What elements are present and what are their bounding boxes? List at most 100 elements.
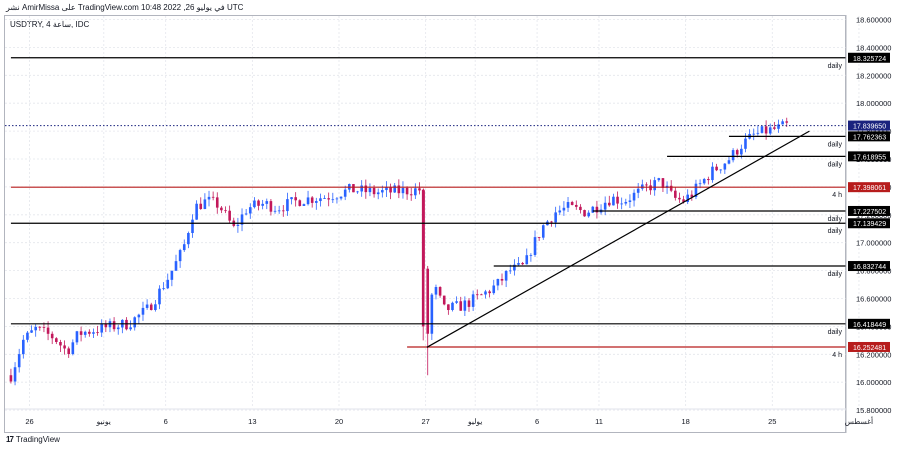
candle-body <box>286 199 289 212</box>
candle-body <box>265 201 269 204</box>
candle-body <box>455 301 458 303</box>
candle-body <box>492 285 496 294</box>
candle-body <box>558 210 562 213</box>
tradingview-brand[interactable]: 17 TradingView <box>6 435 60 444</box>
candle-body <box>657 178 661 181</box>
candle-body <box>707 179 710 181</box>
candle-body <box>335 198 339 200</box>
candle-body <box>768 127 772 134</box>
candle-body <box>125 319 128 330</box>
candle-body <box>595 206 599 213</box>
x-tick-label: أغسطس <box>845 415 873 426</box>
candle-body <box>752 133 756 135</box>
candle-body <box>319 198 322 202</box>
level-tag: daily <box>828 228 843 235</box>
y-tick-label: 15.800000 <box>856 406 891 415</box>
candle-body <box>269 201 273 212</box>
candle-body <box>459 301 463 311</box>
price-label: 17.227502 <box>853 209 886 216</box>
candle-body <box>162 288 165 290</box>
candle-body <box>735 150 739 155</box>
candle-body <box>760 126 764 133</box>
candle-body <box>141 307 145 315</box>
level-tag: daily <box>828 216 843 223</box>
candle-body <box>195 203 198 220</box>
candle-body <box>298 200 302 206</box>
level-tags: 18.325724 daily 17.762363 daily 17.618955 dai… <box>828 52 890 359</box>
candle-body <box>59 341 62 346</box>
candle-body <box>554 212 557 223</box>
candle-body <box>467 300 471 307</box>
price-label: 18.325724 <box>853 56 886 63</box>
candle-body <box>781 121 784 125</box>
candle-body <box>178 250 182 262</box>
candle-body <box>698 183 702 185</box>
time-axis[interactable]: 26 يونيو 6 13 20 27 يوليو 6 11 18 25 أغسطس <box>5 408 873 426</box>
candle-body <box>368 188 372 193</box>
candle-body <box>694 183 698 197</box>
x-tick-label: 13 <box>248 417 256 426</box>
candle-body <box>537 237 541 238</box>
level-tag: daily <box>828 63 843 70</box>
candle-body <box>442 295 446 305</box>
candle-body <box>620 203 623 205</box>
candles <box>9 117 789 386</box>
candle-body <box>731 150 735 161</box>
candle-body <box>624 201 628 204</box>
x-tick-label: 6 <box>535 417 539 426</box>
price-label: 17.398061 <box>853 185 886 192</box>
y-tick-label: 18.400000 <box>856 43 891 52</box>
price-label-box <box>848 131 890 142</box>
candle-body <box>434 287 438 295</box>
candle-body <box>306 197 310 205</box>
candle-body <box>67 348 71 355</box>
candle-body <box>220 207 223 211</box>
grid <box>5 16 860 411</box>
y-tick-label: 18.200000 <box>856 71 891 80</box>
candle-body <box>381 190 384 193</box>
candle-body <box>277 210 281 212</box>
candle-body <box>744 138 747 149</box>
candle-body <box>30 330 33 333</box>
candle-body <box>636 188 640 193</box>
chart-frame[interactable] <box>4 15 846 433</box>
candle-body <box>352 184 355 193</box>
candle-body <box>46 327 50 334</box>
candle-body <box>463 300 467 311</box>
candle-body <box>521 263 524 265</box>
trendline <box>426 130 810 348</box>
y-tick-label: 16.200000 <box>856 350 891 359</box>
candle-body <box>480 294 483 296</box>
candle-body <box>207 196 211 200</box>
candle-body <box>376 192 380 195</box>
publish-info: نشر AmirMissa على TradingView.com في يول… <box>6 3 244 12</box>
x-tick-label: 18 <box>681 417 689 426</box>
price-label-box <box>848 318 890 329</box>
candle-body <box>421 189 425 327</box>
price-label: 17.618955 <box>853 154 886 161</box>
current-price-box <box>848 120 890 131</box>
level-tag: daily <box>828 161 843 168</box>
x-tick-label: 26 <box>25 417 33 426</box>
candle-body <box>475 294 479 296</box>
y-tick-label: 18.000000 <box>856 99 891 108</box>
candle-body <box>100 323 104 333</box>
candle-body <box>116 327 120 330</box>
candle-body <box>414 188 417 196</box>
candle-body <box>92 332 95 334</box>
candle-body <box>632 192 636 201</box>
candle-body <box>409 194 413 196</box>
y-tick-label: 17.000000 <box>856 239 891 248</box>
price-label: 17.139429 <box>853 221 886 228</box>
candle-body <box>438 287 442 296</box>
candle-body <box>550 221 553 223</box>
candle-body <box>187 233 190 245</box>
candle-body <box>686 194 690 202</box>
candle-body <box>88 331 91 334</box>
symbol-info: USDTRY, 4 ساعة, IDC <box>10 20 90 29</box>
level-tag: daily <box>828 271 843 278</box>
candle-body <box>166 279 170 289</box>
candle-body <box>715 166 718 171</box>
candle-body <box>96 332 99 334</box>
